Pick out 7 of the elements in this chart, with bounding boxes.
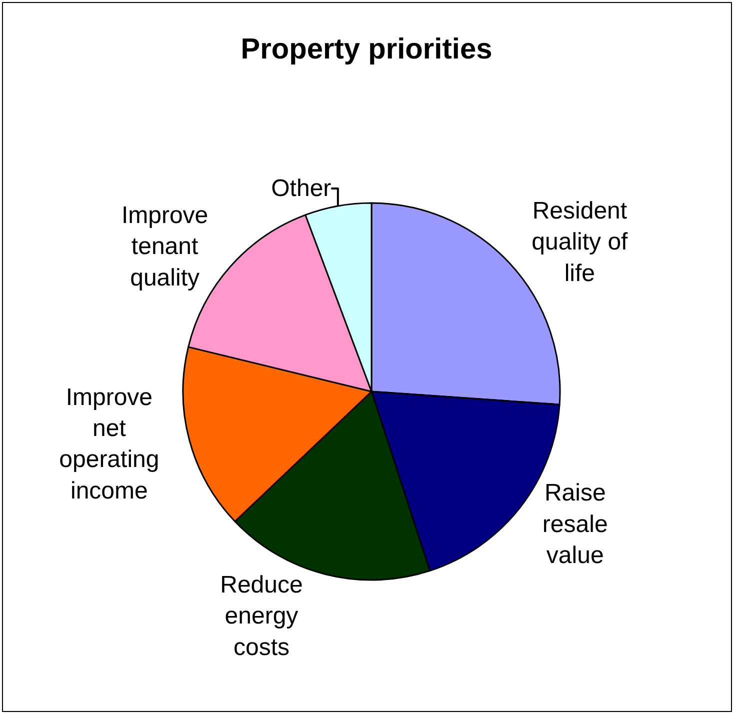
slice-label: Improve net operating income bbox=[59, 384, 160, 504]
slice-label: Reduce energy costs bbox=[220, 572, 303, 661]
slice-label: Resident quality of life bbox=[532, 197, 628, 287]
chart-title: Property priorities bbox=[240, 34, 492, 66]
slice-label: Other bbox=[271, 175, 332, 202]
slice-label: Improve tenant quality bbox=[121, 202, 208, 292]
slice-label: Raise resale value bbox=[542, 480, 608, 570]
